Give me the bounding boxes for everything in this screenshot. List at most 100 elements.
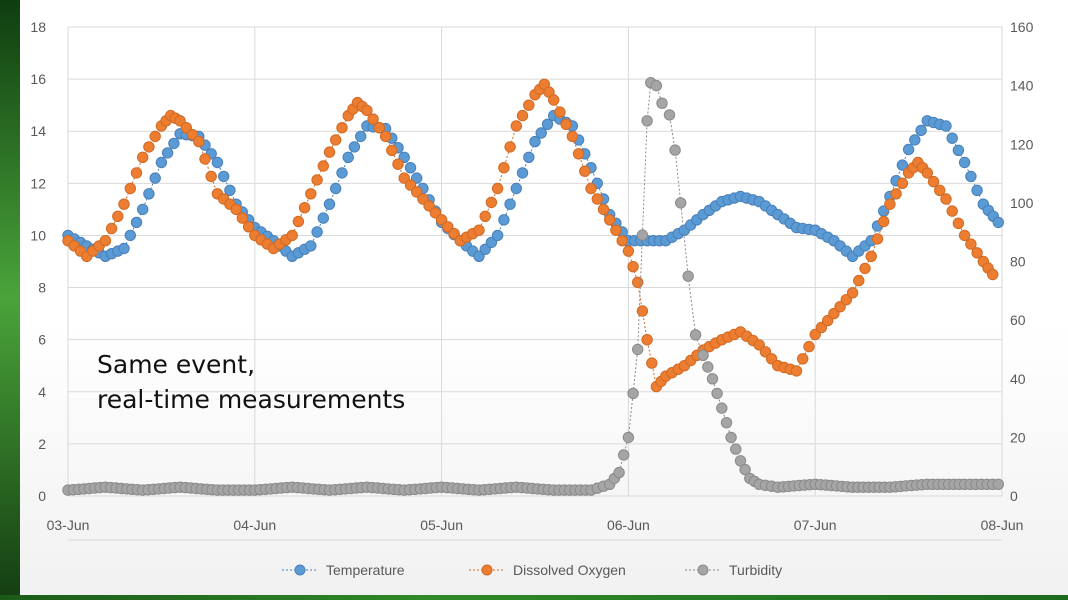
data-point (504, 198, 516, 210)
y2-tick-label: 100 (1010, 195, 1034, 211)
data-point (971, 247, 983, 259)
data-point (632, 276, 644, 288)
data-point (622, 431, 635, 444)
series-temperature (62, 109, 1004, 262)
data-point (946, 205, 958, 217)
data-point (323, 198, 336, 210)
data-point (627, 261, 639, 273)
data-point (734, 455, 747, 467)
data-point (323, 146, 336, 158)
data-point (622, 245, 635, 257)
data-point (711, 387, 723, 400)
data-point (846, 287, 859, 299)
data-point (118, 242, 130, 255)
data-point (952, 144, 965, 157)
y-tick-label: 4 (38, 384, 46, 400)
data-point (292, 215, 305, 228)
x-tick-label: 03-Jun (47, 517, 90, 533)
data-point (242, 221, 255, 233)
annotation-line-2: real-time measurements (97, 385, 406, 414)
legend-label: Turbidity (729, 562, 782, 578)
y-tick-label: 6 (38, 332, 46, 348)
data-point (529, 135, 541, 148)
series (62, 77, 1004, 496)
data-point (952, 217, 965, 230)
data-point (161, 147, 174, 159)
data-point (618, 449, 630, 461)
data-point (298, 202, 311, 214)
x-tick-label: 05-Jun (420, 517, 463, 533)
chart: 0 2 4 6 8 10 12 14 16 18 0 20 40 60 80 100 120 140 160 03-J… (30, 19, 1034, 578)
data-point (516, 109, 529, 122)
x-tick-label: 08-Jun (981, 517, 1024, 533)
data-point (137, 203, 149, 216)
data-point (373, 122, 385, 134)
data-point (491, 229, 504, 242)
data-point (305, 240, 317, 252)
data-point (739, 463, 751, 476)
data-point (149, 172, 161, 184)
data-point (224, 184, 236, 197)
data-point (523, 99, 535, 111)
legend-entry: Dissolved Oxygen (469, 562, 626, 578)
y2-tick-label: 40 (1010, 371, 1026, 387)
y-tick-label: 8 (38, 280, 46, 296)
data-point (355, 130, 367, 143)
data-point (591, 193, 603, 205)
legend-marker (294, 564, 306, 576)
data-point (311, 174, 323, 186)
legend-label: Dissolved Oxygen (513, 562, 626, 578)
data-point (682, 270, 694, 282)
y2-tick-label: 60 (1010, 312, 1026, 328)
data-point (853, 274, 865, 287)
data-point (636, 305, 649, 317)
data-point (896, 159, 909, 171)
gridlines (67, 26, 1003, 497)
y2-tick-label: 120 (1010, 136, 1034, 152)
data-point (143, 188, 155, 200)
data-point (498, 214, 510, 226)
data-point (541, 118, 554, 131)
data-point (317, 160, 329, 172)
data-point (641, 115, 653, 127)
data-point (230, 203, 242, 216)
series-dissolved-oxygen (62, 78, 999, 393)
y2-tick-label: 80 (1010, 254, 1026, 270)
data-point (921, 167, 933, 179)
legend-marker (697, 564, 709, 576)
x-tick-label: 04-Jun (233, 517, 276, 533)
data-point (404, 162, 417, 174)
legend: Temperature Dissolved Oxygen Turbidity (282, 562, 782, 578)
data-point (790, 365, 803, 377)
data-point (896, 177, 909, 190)
data-point (317, 212, 329, 224)
data-point (149, 130, 161, 143)
data-point (155, 156, 168, 169)
data-point (803, 340, 815, 353)
data-point (236, 212, 249, 224)
data-point (725, 431, 737, 444)
data-point (330, 134, 342, 146)
data-point (112, 210, 124, 223)
data-point (890, 188, 902, 200)
data-point (992, 478, 1004, 490)
data-point (878, 215, 890, 228)
data-point (386, 144, 398, 157)
data-point (124, 229, 137, 242)
data-point (616, 235, 628, 247)
data-point (504, 141, 516, 153)
data-point (902, 143, 915, 156)
y-tick-label: 0 (38, 488, 46, 504)
data-point (510, 182, 522, 195)
data-point (579, 165, 591, 177)
data-point (137, 151, 149, 164)
data-point (168, 137, 180, 150)
data-point (510, 120, 522, 132)
y2-tick-label: 0 (1010, 488, 1018, 504)
data-point (330, 182, 342, 195)
y-tick-label: 10 (30, 227, 46, 243)
data-point (566, 130, 579, 143)
data-point (342, 151, 354, 164)
annotation: Same event, real-time measurements (97, 347, 517, 417)
data-point (604, 214, 616, 226)
